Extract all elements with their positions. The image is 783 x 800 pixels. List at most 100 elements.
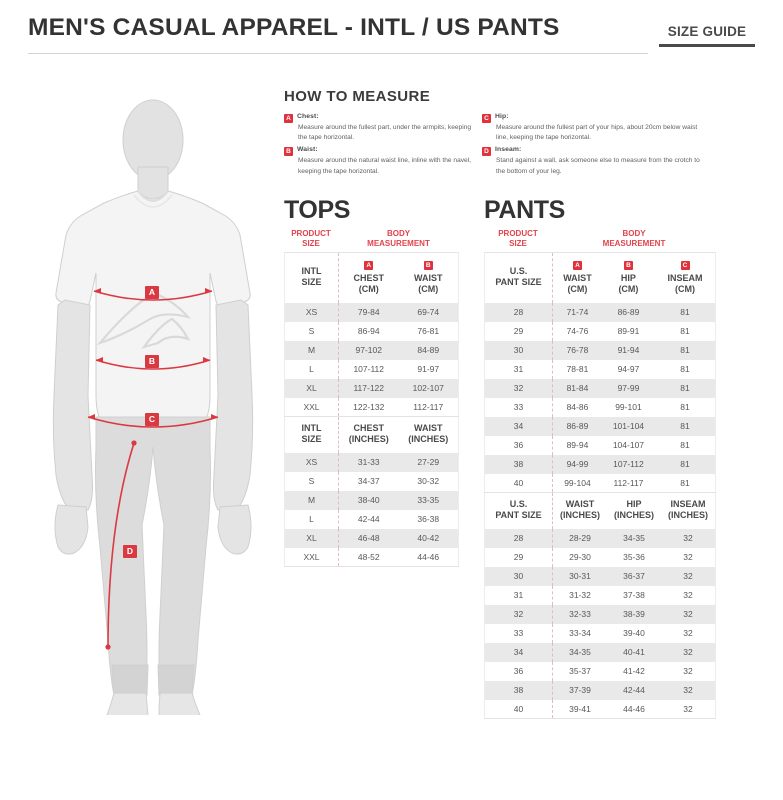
tops-in-value-cell: 44-46 xyxy=(398,547,459,567)
pants-in-header-cell: INSEAM (INCHES) xyxy=(660,493,716,529)
pants-cm-value-cell: 94-99 xyxy=(551,454,602,474)
tops-cm-value-cell: 91-97 xyxy=(398,359,459,379)
measure-term-inseam: Inseam: xyxy=(495,146,522,154)
pants-in-value-cell: 39-40 xyxy=(623,628,645,638)
pants-group-product-line1: PRODUCT xyxy=(498,229,538,238)
table-row: 38 37-39 42-44 32 xyxy=(484,680,716,700)
pants-cm-size-cell: 40 xyxy=(484,473,553,493)
table-row: S 34-37 30-32 xyxy=(284,471,459,491)
tops-in-header-line2: SIZE xyxy=(301,434,322,445)
tops-in-value-cell: 34-37 xyxy=(338,471,399,491)
table-row: XS 79-84 69-74 xyxy=(284,302,459,322)
pants-cm-value-cell: 81 xyxy=(655,340,716,360)
pants-in-value-cell: 41-42 xyxy=(623,666,645,676)
tops-in-value-cell: 40-42 xyxy=(398,528,459,548)
measure-desc-waist: Measure around the natural waist line, i… xyxy=(298,157,472,175)
pants-cm-value-cell: 78-81 xyxy=(551,359,602,379)
pants-in-header-line2: PANT SIZE xyxy=(495,510,542,521)
pants-cm-header-cell: C INSEAM (CM) xyxy=(655,252,716,303)
tops-cm-value-cell: 117-122 xyxy=(338,378,399,398)
pants-cm-value-cell: 74-76 xyxy=(551,321,602,341)
pants-in-value-cell: 32 xyxy=(660,699,716,719)
pants-in-header-line2: (INCHES) xyxy=(560,510,601,521)
pants-cm-size-cell: 32 xyxy=(484,378,553,398)
table-row: M 97-102 84-89 xyxy=(284,340,459,360)
tops-cm-header-cell: INTL SIZE xyxy=(284,252,339,303)
table-row: 30 30-31 36-37 32 xyxy=(484,566,716,586)
pants-in-value-cell: 30-31 xyxy=(552,566,608,586)
pants-in-value-cell: 32 xyxy=(660,604,716,624)
pants-in-value-cell: 32 xyxy=(660,661,716,681)
header-divider xyxy=(28,53,648,54)
pants-cm-header-line2: (CM) xyxy=(675,284,695,295)
pants-cm-table: U.S. PANT SIZE A WAIST (CM) B HIP (CM) C INSEAM (C… xyxy=(484,252,716,493)
pants-in-size-cell: 30 xyxy=(484,566,553,586)
pants-cm-value-cell: 81 xyxy=(655,359,716,379)
pants-cm-value-cell: 86-89 xyxy=(551,416,602,436)
table-row: S 86-94 76-81 xyxy=(284,321,459,341)
table-row: 40 99-104 112-117 81 xyxy=(484,473,716,493)
how-to-measure-title: HOW TO MEASURE xyxy=(284,88,431,105)
page-header: MEN'S CASUAL APPAREL - INTL / US PANTS S… xyxy=(28,14,755,58)
badge-a-icon: A xyxy=(572,261,582,270)
badge-b-icon: B xyxy=(423,261,433,270)
tops-cm-size-cell: XL xyxy=(284,378,339,398)
tops-cm-header-line1: WAIST xyxy=(414,273,443,283)
table-row: M 38-40 33-35 xyxy=(284,490,459,510)
badge-c-icon: C xyxy=(680,261,690,270)
table-row: 40 39-41 44-46 32 xyxy=(484,699,716,719)
pants-in-size-cell: 28 xyxy=(484,528,553,548)
tops-in-header-cell: WAIST (INCHES) xyxy=(398,417,459,453)
pants-cm-value-cell: 81-84 xyxy=(551,378,602,398)
table-row: 29 74-76 89-91 81 xyxy=(484,321,716,341)
tops-in-header-cell: CHEST (INCHES) xyxy=(338,417,399,453)
pants-in-value-cell: 37-39 xyxy=(552,680,608,700)
measure-item-chest: A Chest: Measure around the fullest part… xyxy=(284,113,474,143)
pants-cm-header-line1: INSEAM xyxy=(667,273,703,283)
tops-cm-size-cell: S xyxy=(284,321,339,341)
pants-cm-header-line2: PANT SIZE xyxy=(495,277,542,288)
tops-cm-value-cell: 86-94 xyxy=(338,321,399,341)
pants-in-value-cell: 31-32 xyxy=(552,585,608,605)
pants-cm-size-cell: 31 xyxy=(484,359,553,379)
table-row: XS 31-33 27-29 xyxy=(284,452,459,472)
pants-in-value-cell: 39-41 xyxy=(552,699,608,719)
table-row: L 42-44 36-38 xyxy=(284,509,459,529)
pants-in-value-cell: 28-29 xyxy=(552,528,608,548)
table-row: XXL 48-52 44-46 xyxy=(284,547,459,567)
brand-logo-icon xyxy=(96,291,192,349)
how-to-measure-section: HOW TO MEASURE A Chest: Measure around t… xyxy=(284,88,704,180)
pants-cm-value-cell: 76-78 xyxy=(551,340,602,360)
pants-in-value-cell: 35-37 xyxy=(552,661,608,681)
pants-in-header-line2: (INCHES) xyxy=(613,510,654,521)
pants-cm-header-line1: HIP xyxy=(620,273,636,283)
figure-badge-c: C xyxy=(145,413,159,426)
mannequin-figure-svg xyxy=(52,99,254,715)
tops-cm-header-line2: (CM) xyxy=(358,284,379,295)
pants-in-value-cell: 29-30 xyxy=(552,547,608,567)
tops-cm-value-cell: 107-112 xyxy=(338,359,399,379)
pants-cm-size-cell: 28 xyxy=(484,302,553,322)
table-row: 34 34-35 40-41 32 xyxy=(484,642,716,662)
pants-in-value-cell: 44-46 xyxy=(607,699,661,719)
pants-in-header-line2: (INCHES) xyxy=(667,510,708,521)
pants-inches-table: U.S. PANT SIZE WAIST (INCHES) HIP (INCHES) INS… xyxy=(484,493,716,719)
pants-cm-header-line1: U.S. xyxy=(509,266,528,276)
tops-group-body-line2: MEASUREMENT xyxy=(367,239,430,248)
tops-cm-value-cell: 84-89 xyxy=(398,340,459,360)
badge-b-icon: B xyxy=(623,261,633,270)
pants-cm-value-cell: 89-91 xyxy=(617,326,640,336)
pants-in-value-cell: 38-39 xyxy=(607,604,661,624)
figure-badge-b: B xyxy=(145,355,159,368)
pants-cm-value-cell: 81 xyxy=(655,454,716,474)
tops-in-header-row: INTL SIZE CHEST (INCHES) WAIST (INCHES) xyxy=(284,417,459,453)
pants-in-header-cell: HIP (INCHES) xyxy=(607,493,661,529)
tops-cm-value-cell: 102-107 xyxy=(398,378,459,398)
table-row: 29 29-30 35-36 32 xyxy=(484,547,716,567)
tops-in-size-cell: L xyxy=(284,509,339,529)
table-row: 33 33-34 39-40 32 xyxy=(484,623,716,643)
tops-in-header-cell: INTL SIZE xyxy=(284,417,339,453)
size-guide-tab: SIZE GUIDE xyxy=(659,24,755,47)
pants-group-headers: PRODUCT SIZE BODY MEASUREMENT xyxy=(484,229,716,249)
